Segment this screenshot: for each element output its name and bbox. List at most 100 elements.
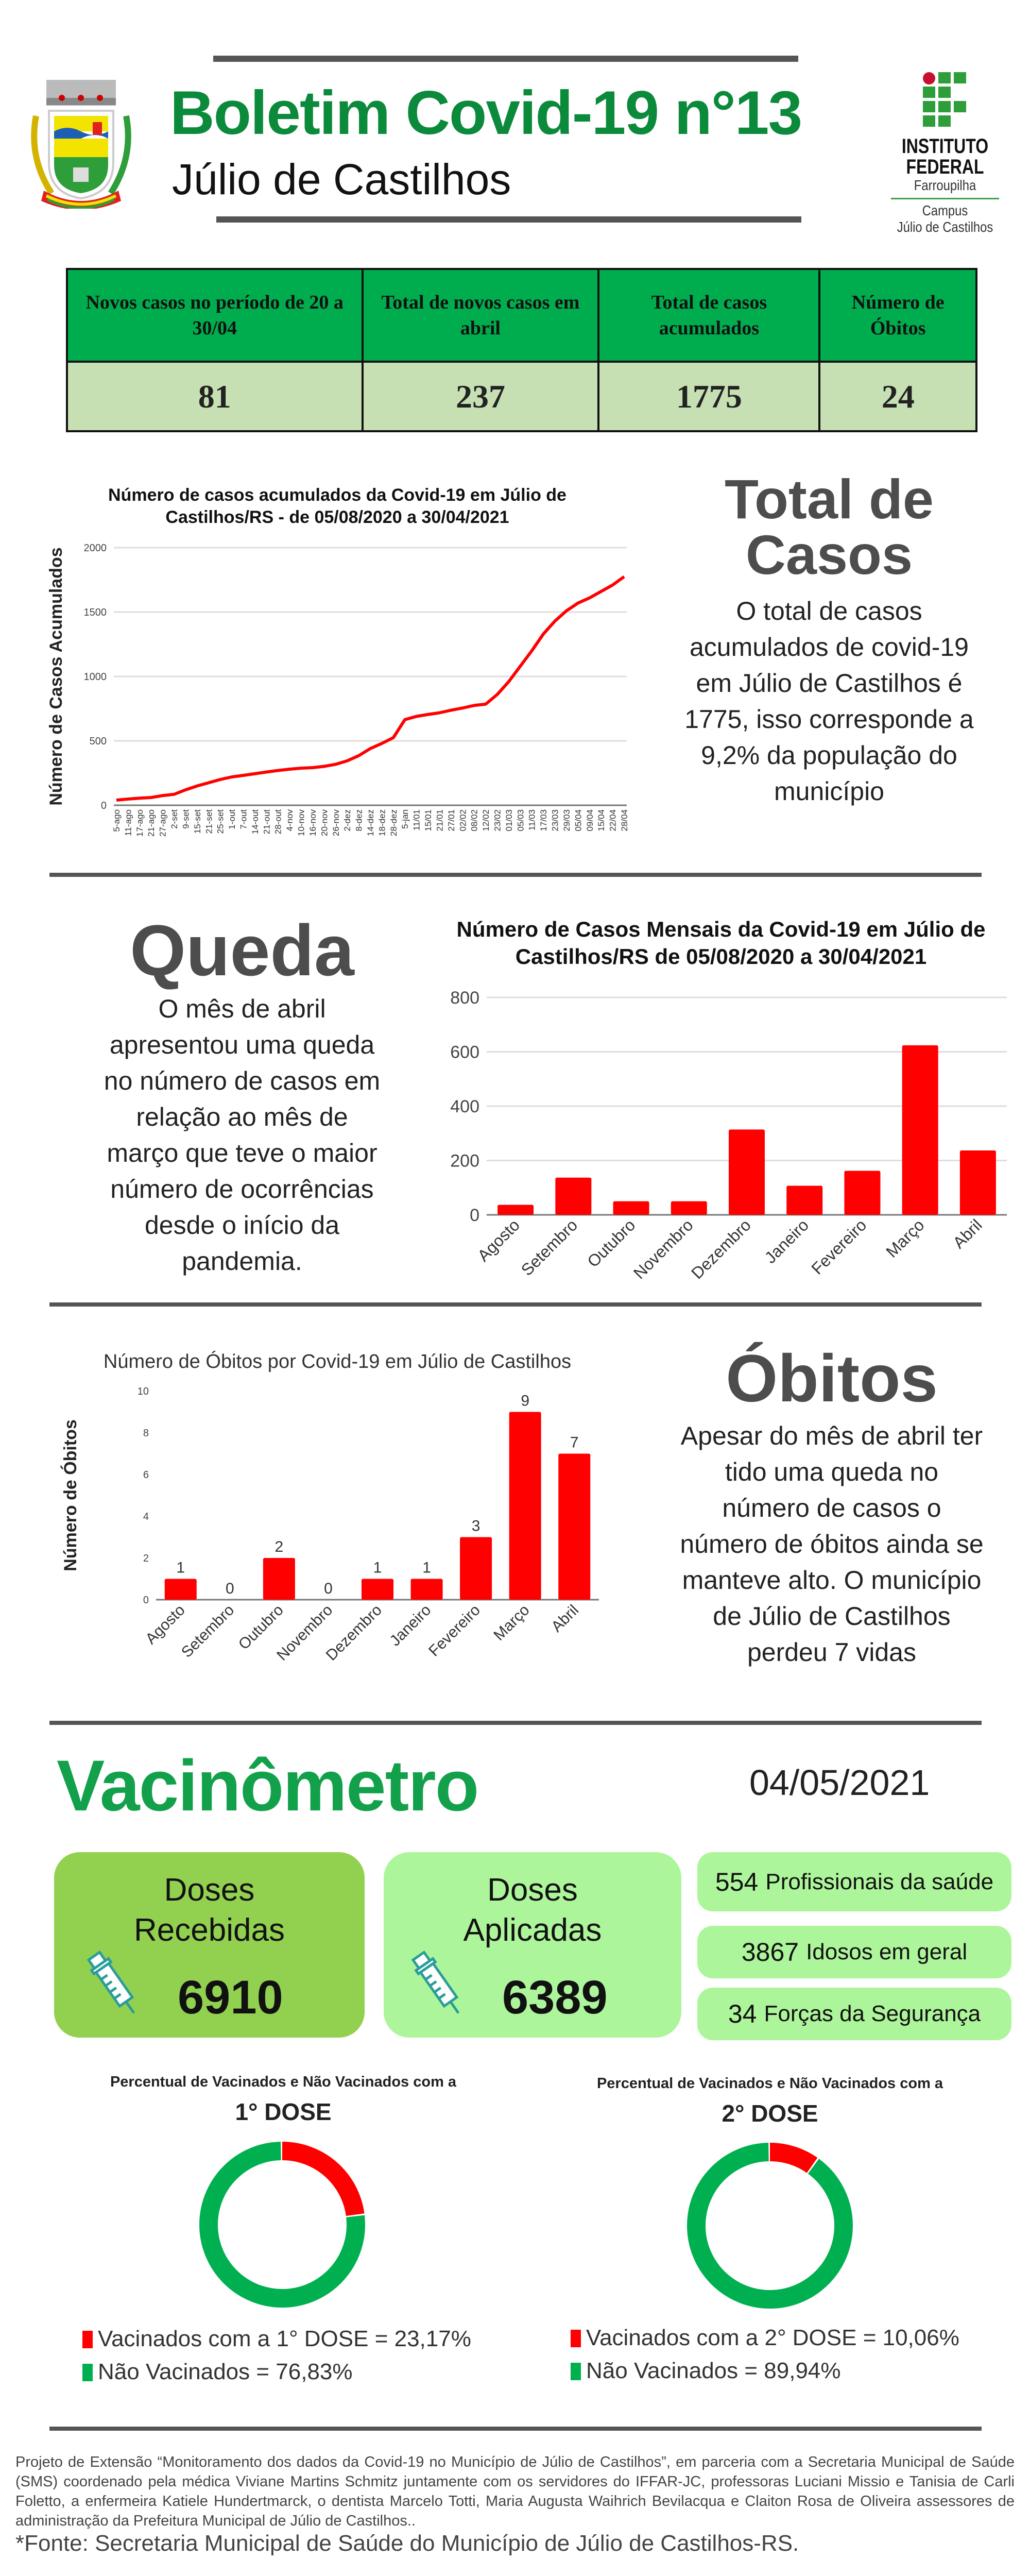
stats-value-new-cases-period: 81 — [66, 361, 364, 432]
x-tick-label: 15-set — [193, 809, 202, 834]
if-logo-line4: Campus — [922, 202, 968, 218]
y-tick-label: 0 — [101, 800, 107, 811]
x-tick-label: 5-jan — [400, 809, 410, 829]
x-tick-label: Outubro — [235, 1602, 287, 1653]
x-tick-label: 21-ago — [146, 809, 156, 837]
stats-header-deaths: Número de Óbitos — [818, 268, 977, 363]
header-bottom-rule — [216, 216, 801, 223]
slice-vaccinated — [199, 2142, 365, 2308]
x-tick-label: 01/03 — [504, 809, 514, 832]
data-label: 0 — [324, 1580, 333, 1597]
x-tick-label: 28-out — [273, 809, 283, 834]
x-tick-label: Agosto — [142, 1602, 188, 1648]
x-tick-label: 5-ago — [112, 809, 122, 832]
group-value: 3867 — [741, 1938, 799, 1967]
group-label: Profissionais da saúde — [765, 1869, 994, 1894]
bar-setembro — [555, 1177, 592, 1215]
obitos-section-heading: Óbitos — [726, 1341, 938, 1416]
legend-item-vaccinated: Vacinados com a 1° DOSE = 23,17% — [82, 2323, 471, 2355]
x-tick-label: Abril — [949, 1215, 986, 1252]
legend-swatch-green — [82, 2364, 93, 2381]
queda-section-text: O mês de abril apresentou uma queda no n… — [104, 994, 381, 1276]
dose2-chart-title: Percentual de Vacinados e Não Vacinados … — [596, 2075, 943, 2092]
doses-received-label-1: Doses — [164, 1872, 255, 1908]
data-label: 1 — [373, 1560, 382, 1577]
group-card-elderly: 3867 Idosos em geral — [697, 1926, 1011, 1978]
group-label: Forças da Segurança — [764, 2001, 981, 2026]
x-tick-label: 27/01 — [447, 809, 456, 832]
x-tick-label: Outubro — [583, 1215, 639, 1270]
x-tick-label: 16-nov — [308, 809, 318, 836]
bar-agosto — [164, 1579, 197, 1600]
y-tick-label: 600 — [450, 1042, 479, 1062]
queda-section-heading: Queda — [130, 910, 354, 991]
municipality-subtitle: Júlio de Castilhos — [172, 155, 511, 204]
x-tick-label: 17/03 — [539, 809, 548, 832]
legend-item-vaccinated: Vacinados com a 2° DOSE = 10,06% — [571, 2321, 959, 2354]
x-tick-label: 21/01 — [435, 809, 444, 832]
x-tick-label: Janeiro — [387, 1602, 435, 1650]
queda-section: Queda O mês de abril apresentou uma qued… — [88, 914, 397, 1279]
x-tick-label: 14-dez — [366, 809, 375, 836]
x-tick-label: 1-out — [227, 809, 237, 829]
y-tick-label: 6 — [143, 1469, 149, 1481]
bar-abril — [558, 1453, 591, 1600]
x-tick-label: 29/03 — [562, 809, 572, 832]
vacinometro-heading: Vacinômetro — [57, 1745, 479, 1826]
stats-value-total-cases: 1775 — [597, 361, 821, 432]
y-tick-label: 400 — [450, 1097, 479, 1116]
x-tick-label: 26-nov — [331, 809, 341, 836]
y-tick-label: 800 — [450, 988, 479, 1008]
y-tick-label: 0 — [470, 1206, 479, 1225]
x-tick-label: 28-dez — [389, 809, 399, 836]
x-tick-label: Setembro — [518, 1215, 581, 1279]
section-divider — [49, 2427, 982, 2431]
bar-dezembro — [729, 1129, 765, 1215]
x-tick-label: 23/02 — [493, 809, 503, 832]
stats-header-new-cases-period: Novos casos no período de 20 a 30/04 — [66, 268, 364, 363]
x-tick-label: Agosto — [474, 1215, 523, 1265]
bar-outubro — [263, 1558, 295, 1600]
dose1-legend: Vacinados com a 1° DOSE = 23,17% Não Vac… — [82, 2323, 471, 2388]
bar-agosto — [497, 1205, 534, 1215]
dose1-chart-subtitle: 1° DOSE — [235, 2098, 332, 2125]
if-grid-icon — [923, 72, 966, 127]
x-tick-label: 2-set — [169, 809, 179, 829]
x-tick-label: 27-ago — [158, 809, 168, 837]
footer-credits: Projeto de Extensão “Monitoramento dos d… — [15, 2454, 1015, 2529]
y-axis-label: Número de Casos Acumulados — [46, 547, 66, 805]
y-tick-label: 2000 — [84, 543, 107, 554]
data-label: 2 — [275, 1538, 284, 1555]
x-tick-label: 12/02 — [481, 809, 491, 832]
doses-received-label-2: Recebidas — [134, 1912, 285, 1948]
x-tick-label: Dezembro — [688, 1215, 754, 1282]
data-label: 1 — [422, 1560, 431, 1577]
y-tick-label: 10 — [138, 1386, 149, 1397]
data-label: 7 — [570, 1434, 579, 1451]
total-section-heading: Total de Casos — [724, 468, 934, 586]
stats-header-total-cases: Total de casos acumulados — [597, 268, 821, 363]
x-tick-label: Março — [882, 1215, 928, 1261]
bar-janeiro — [786, 1185, 823, 1215]
section-divider — [49, 1721, 982, 1725]
total-section: Total de Casos O total de casos acumulad… — [654, 471, 1004, 809]
bar-janeiro — [410, 1579, 443, 1600]
stats-header-new-cases-april: Total de novos casos em abril — [361, 268, 600, 363]
instituto-federal-logo: INSTITUTO FEDERAL Farroupilha Campus Júl… — [886, 72, 1004, 235]
bar-março — [902, 1045, 938, 1215]
if-logo-line5: Júlio de Castilhos — [897, 219, 993, 235]
x-tick-label: 18-dez — [377, 809, 387, 836]
dose1-chart-title: Percentual de Vacinados e Não Vacinados … — [110, 2074, 457, 2090]
legend-item-not-vaccinated: Não Vacinados = 89,94% — [571, 2354, 959, 2387]
bar-novembro — [671, 1201, 707, 1215]
data-label: 1 — [176, 1560, 185, 1577]
group-value: 554 — [715, 1867, 759, 1896]
x-tick-label: 2-dez — [342, 809, 352, 832]
x-tick-label: 8-dez — [354, 809, 364, 832]
slice-vaccinated — [687, 2143, 853, 2309]
syringe-icon — [87, 1950, 135, 2014]
if-logo-line2: FEDERAL — [906, 156, 984, 178]
footer-source: *Fonte: Secretaria Municipal de Saúde do… — [15, 2531, 799, 2556]
data-label: 9 — [521, 1393, 529, 1410]
